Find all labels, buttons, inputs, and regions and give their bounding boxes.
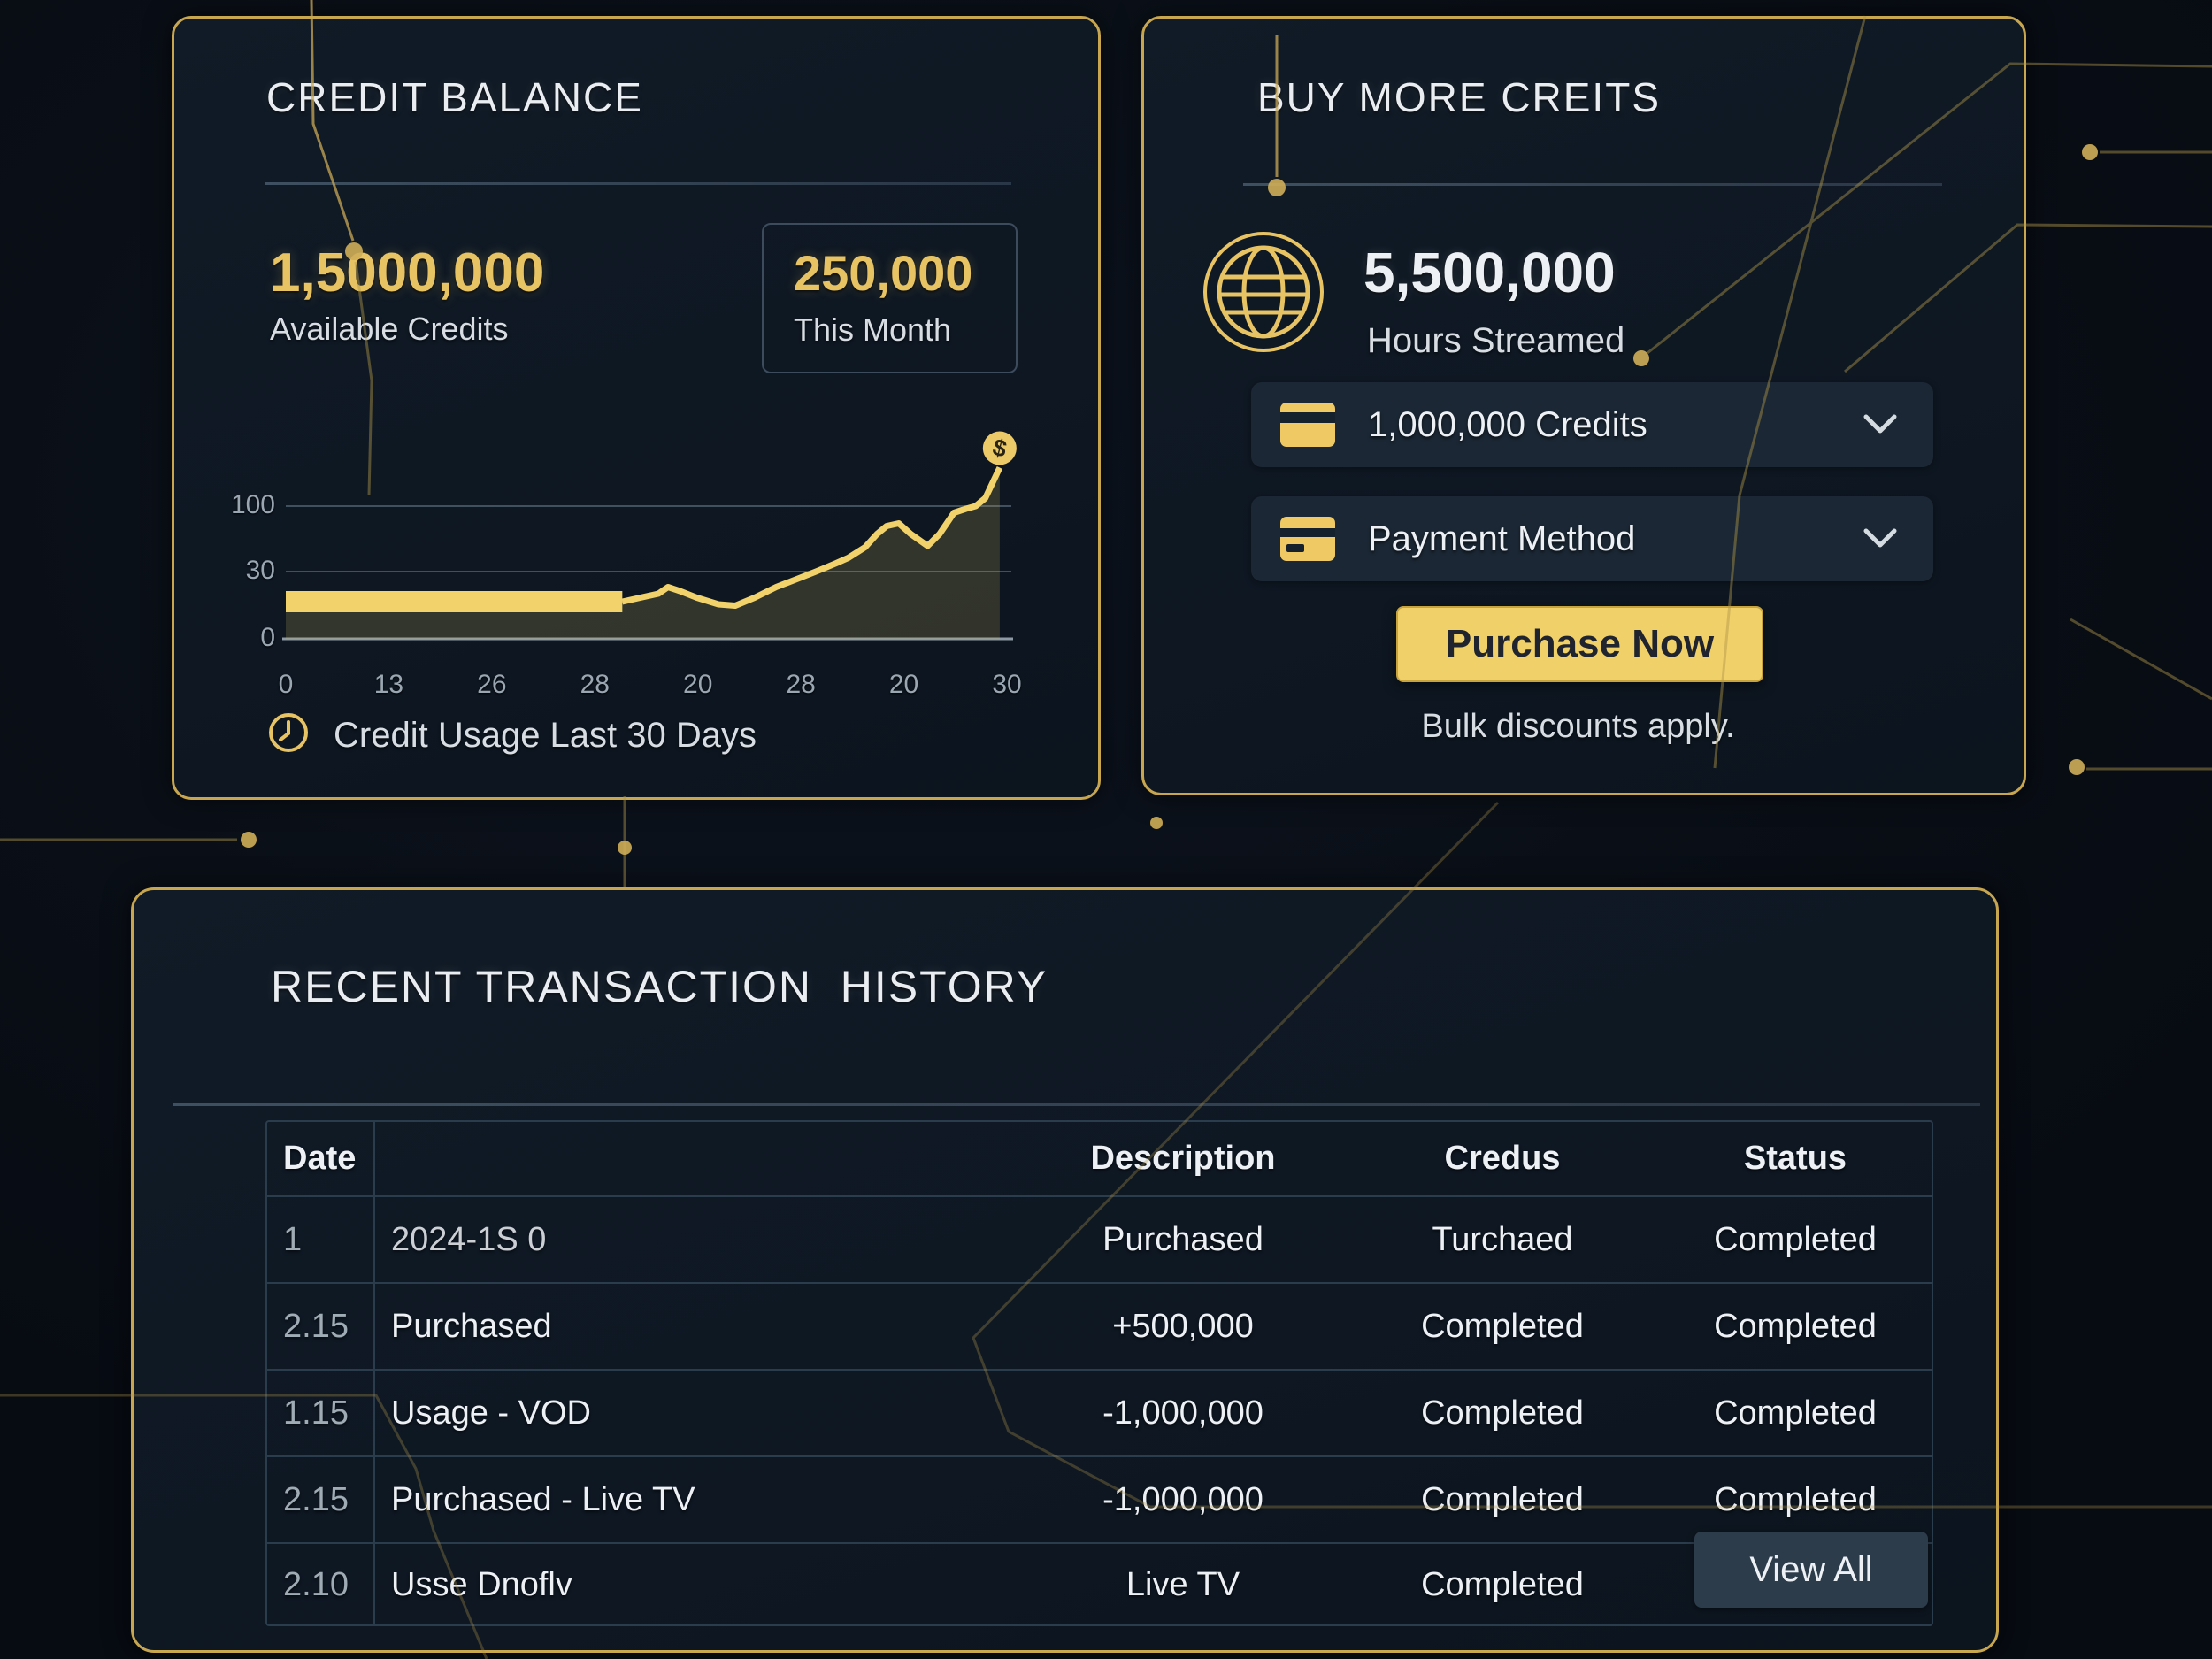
table-row[interactable]: 1 2024-1S 0 Purchased Turchaed Completed	[267, 1197, 1932, 1282]
header-credus: Credus	[1444, 1140, 1561, 1177]
date-column-divider	[373, 1122, 375, 1624]
payment-method-select[interactable]: Payment Method	[1251, 496, 1933, 581]
transactions-divider	[173, 1103, 1980, 1106]
y-tick: 0	[260, 623, 275, 652]
x-tick: 28	[786, 670, 816, 699]
header-status: Status	[1743, 1140, 1847, 1177]
x-tick: 0	[278, 670, 294, 699]
payment-method-value: Payment Method	[1368, 518, 1636, 558]
marker-coin-icon	[982, 431, 1017, 465]
x-tick: 30	[992, 670, 1022, 699]
this-month-label: This Month	[794, 311, 952, 348]
cell-status: Completed	[1714, 1220, 1877, 1258]
globe-icon	[1203, 232, 1324, 352]
cell-date: 2.15	[283, 1307, 349, 1345]
clock-icon	[269, 713, 308, 752]
y-tick: 30	[245, 556, 275, 585]
view-all-button[interactable]: View All	[1694, 1532, 1928, 1608]
credit-usage-chart: $	[282, 431, 1017, 641]
buy-more-title: BUY MORE CREITS	[1257, 74, 1661, 120]
chevron-down-icon	[1863, 528, 1897, 548]
cell-amount: Purchased	[1102, 1220, 1263, 1258]
this-month-value: 250,000	[794, 245, 973, 301]
header-date: Date	[283, 1140, 357, 1177]
cell-amount: Live TV	[1125, 1565, 1240, 1603]
cell-description: 2024-1S 0	[391, 1220, 547, 1258]
svg-text:$: $	[990, 434, 1010, 463]
cell-description: Usage - VOD	[391, 1394, 591, 1432]
cell-credus: Completed	[1421, 1565, 1584, 1603]
x-tick: 13	[373, 670, 404, 699]
table-row[interactable]: 2.15 Purchased +500,000 Completed Comple…	[267, 1284, 1932, 1369]
cell-status: Completed	[1714, 1480, 1877, 1518]
x-tick: 26	[477, 670, 507, 699]
cell-description: Purchased - Live TV	[391, 1480, 695, 1518]
table-row[interactable]: 2.10 Usse Dnoflv Live TV Completed View …	[267, 1532, 1932, 1625]
x-tick: 20	[888, 670, 919, 699]
available-credits-label: Available Credits	[270, 311, 509, 347]
cell-date: 1	[283, 1220, 303, 1258]
transactions-card: RECENT TRANSACTION HISTORY	[131, 887, 1999, 1653]
cell-credus: Completed	[1421, 1307, 1584, 1345]
hours-streamed-value: 5,500,000	[1363, 241, 1616, 304]
table-header-row: Date Description Credus Status	[267, 1122, 1932, 1195]
buy-more-divider	[1243, 183, 1942, 186]
header-description: Description	[1090, 1140, 1276, 1177]
transactions-table: Date Description Credus Status 1 2024-1S…	[265, 1120, 1933, 1626]
credit-card-icon	[1280, 517, 1335, 561]
x-tick: 28	[580, 670, 610, 699]
table-row[interactable]: 2.15 Purchased - Live TV -1,000,000 Comp…	[267, 1457, 1932, 1542]
credits-amount-value: 1,000,000 Credits	[1368, 404, 1647, 444]
credit-balance-title: CREDIT BALANCE	[266, 74, 643, 120]
bulk-discount-note: Bulk discounts apply.	[1421, 708, 1735, 745]
cell-description: Usse Dnoflv	[391, 1565, 572, 1603]
cell-credus: Completed	[1421, 1480, 1584, 1518]
cell-amount: -1,000,000	[1102, 1394, 1263, 1432]
transactions-title: RECENT TRANSACTION HISTORY	[271, 962, 1048, 1011]
cell-credus: Completed	[1421, 1394, 1584, 1432]
chart-caption: Credit Usage Last 30 Days	[334, 716, 757, 755]
credit-balance-card: CREDIT BALANCE 1,5000,000 Available Cred…	[172, 16, 1101, 800]
table-row[interactable]: 1.15 Usage - VOD -1,000,000 Completed Co…	[267, 1371, 1932, 1455]
credit-card-icon	[1280, 403, 1335, 447]
y-tick: 100	[230, 490, 275, 519]
cell-description: Purchased	[391, 1307, 552, 1345]
x-tick: 20	[683, 670, 713, 699]
cell-amount: +500,000	[1112, 1307, 1254, 1345]
cell-credus: Turchaed	[1432, 1220, 1573, 1258]
cell-date: 1.15	[283, 1394, 349, 1432]
this-month-box: 250,000 This Month	[762, 223, 1018, 373]
cell-date: 2.15	[283, 1480, 349, 1518]
credits-amount-select[interactable]: 1,000,000 Credits	[1251, 382, 1933, 467]
purchase-now-button[interactable]: Purchase Now	[1396, 606, 1763, 682]
hours-streamed-label: Hours Streamed	[1367, 321, 1625, 360]
available-credits-value: 1,5000,000	[270, 242, 545, 303]
cell-status: Completed	[1714, 1307, 1877, 1345]
cell-status: Completed	[1714, 1394, 1877, 1432]
credit-balance-divider	[265, 182, 1011, 185]
cell-amount: -1,000,000	[1102, 1480, 1263, 1518]
chevron-down-icon	[1863, 414, 1897, 434]
cell-date: 2.10	[283, 1565, 349, 1603]
